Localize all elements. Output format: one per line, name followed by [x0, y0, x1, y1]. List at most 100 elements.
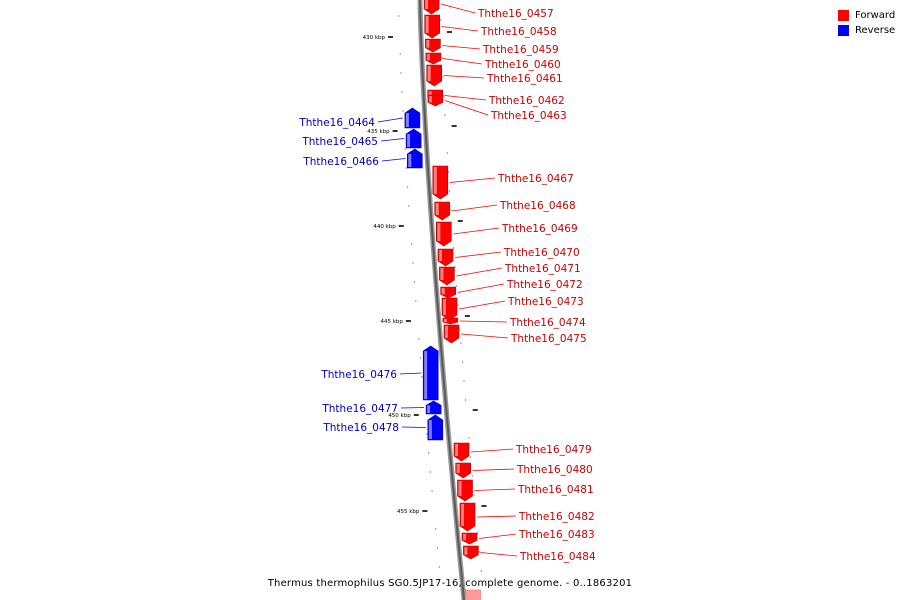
label-leader	[377, 117, 403, 123]
gene-label[interactable]: Ththe16_0475	[510, 333, 587, 345]
label-leader	[401, 426, 426, 428]
label-leader	[444, 95, 487, 101]
gene-highlight	[439, 250, 443, 261]
legend: Forward Reverse	[838, 8, 895, 38]
label-leader	[400, 407, 425, 409]
gene-feature-partial	[465, 589, 481, 600]
label-leader	[441, 26, 479, 32]
gene-highlight	[458, 481, 462, 496]
gene-highlight	[427, 66, 431, 81]
label-leader	[460, 333, 509, 339]
gene-label[interactable]: Ththe16_0478	[322, 422, 399, 434]
gene-label[interactable]: Ththe16_0484	[519, 551, 596, 563]
legend-item-forward: Forward	[838, 8, 895, 23]
genome-backbone	[417, 0, 467, 600]
label-leader	[480, 552, 518, 557]
gene-highlight	[456, 464, 460, 473]
gene-highlight	[428, 420, 432, 439]
gene-label[interactable]: Ththe16_0481	[517, 484, 594, 496]
label-leader	[380, 138, 405, 142]
gene-label[interactable]: Ththe16_0467	[497, 173, 574, 185]
label-leader	[470, 448, 514, 453]
gene-highlight	[428, 96, 432, 103]
label-leader	[476, 515, 517, 518]
gene-highlight	[460, 504, 464, 526]
forward-swatch	[838, 10, 849, 21]
gene-highlight	[424, 351, 428, 399]
label-leader	[472, 468, 515, 471]
gene-highlight	[425, 16, 429, 33]
label-leader	[459, 320, 508, 323]
gene-highlight	[426, 54, 430, 61]
label-leader	[478, 533, 517, 539]
label-leader	[458, 300, 506, 310]
label-leader	[456, 267, 503, 277]
label-leader	[453, 227, 500, 235]
tick-marks: 430 kbp 435 kbp 440 kbp 445 kbp 450 kbp 455 k…	[363, 15, 487, 572]
gene-label[interactable]: Ththe16_0471	[504, 263, 581, 275]
gene-label[interactable]: Ththe16_0462	[488, 95, 565, 107]
gene-highlight	[425, 0, 429, 9]
gene-highlight	[443, 319, 447, 322]
label-leader	[381, 158, 406, 162]
label-leader	[443, 75, 485, 79]
gene-label[interactable]: Ththe16_0482	[518, 511, 595, 523]
genome-caption: Thermus thermophilus SG0.5JP17-16, compl…	[267, 578, 633, 589]
gene-features	[404, 0, 481, 600]
gene-label[interactable]: Ththe16_0460	[484, 59, 561, 71]
label-leader	[442, 58, 483, 65]
gene-label[interactable]: Ththe16_0458	[480, 26, 557, 38]
gene-label[interactable]: Ththe16_0466	[302, 156, 379, 168]
gene-label[interactable]: Ththe16_0468	[499, 200, 576, 212]
label-leader	[449, 177, 496, 183]
gene-label[interactable]: Ththe16_0469	[501, 223, 578, 235]
gene-highlight	[427, 405, 431, 413]
label-leader	[451, 204, 498, 212]
gene-label[interactable]: Ththe16_0463	[490, 110, 567, 122]
gene-label[interactable]: Ththe16_0474	[509, 317, 586, 329]
tick-label: 455 kbp	[397, 509, 420, 515]
gene-label[interactable]: Ththe16_0457	[477, 8, 554, 20]
label-leader	[457, 283, 505, 293]
label-leader	[440, 3, 476, 14]
label-leader	[399, 372, 422, 375]
label-leader-lines	[377, 3, 518, 557]
gene-label[interactable]: Ththe16_0473	[507, 296, 584, 308]
label-leader	[444, 100, 489, 116]
tick-label: 435 kbp	[367, 129, 390, 135]
gene-highlight	[444, 326, 448, 338]
gene-highlight	[440, 268, 444, 280]
tick-label: 450 kbp	[388, 413, 411, 419]
gene-label[interactable]: Ththe16_0459	[482, 44, 559, 56]
label-leader	[474, 488, 516, 491]
gene-label[interactable]: Ththe16_0472	[506, 279, 583, 291]
gene-highlight	[433, 167, 437, 194]
backbone-line	[419, 0, 466, 600]
gene-label[interactable]: Ththe16_0464	[298, 117, 375, 129]
label-leader	[442, 45, 481, 50]
gene-label[interactable]: Ththe16_0461	[486, 73, 563, 85]
tick-label: 430 kbp	[363, 35, 386, 41]
legend-label-reverse: Reverse	[855, 25, 896, 36]
legend-label-forward: Forward	[855, 10, 896, 21]
gene-highlight	[405, 113, 409, 127]
gene-highlight	[408, 154, 412, 167]
gene-label[interactable]: Ththe16_0470	[503, 247, 580, 259]
legend-item-reverse: Reverse	[838, 23, 895, 38]
tick-label: 445 kbp	[380, 319, 403, 325]
gene-label[interactable]: Ththe16_0477	[321, 403, 398, 415]
gene-label[interactable]: Ththe16_0479	[515, 444, 592, 456]
gene-label[interactable]: Ththe16_0476	[320, 369, 397, 381]
gene-highlight	[442, 299, 446, 315]
gene-label[interactable]: Ththe16_0483	[518, 529, 595, 541]
gene-highlight	[464, 547, 468, 555]
tick-label: 440 kbp	[373, 224, 396, 230]
gene-highlight	[435, 203, 439, 215]
gene-highlight	[463, 534, 467, 541]
gene-highlight	[407, 134, 411, 147]
gene-highlight	[428, 91, 432, 98]
gene-label[interactable]: Ththe16_0465	[301, 136, 378, 148]
gene-label[interactable]: Ththe16_0480	[516, 464, 593, 476]
gene-highlight	[437, 223, 441, 241]
